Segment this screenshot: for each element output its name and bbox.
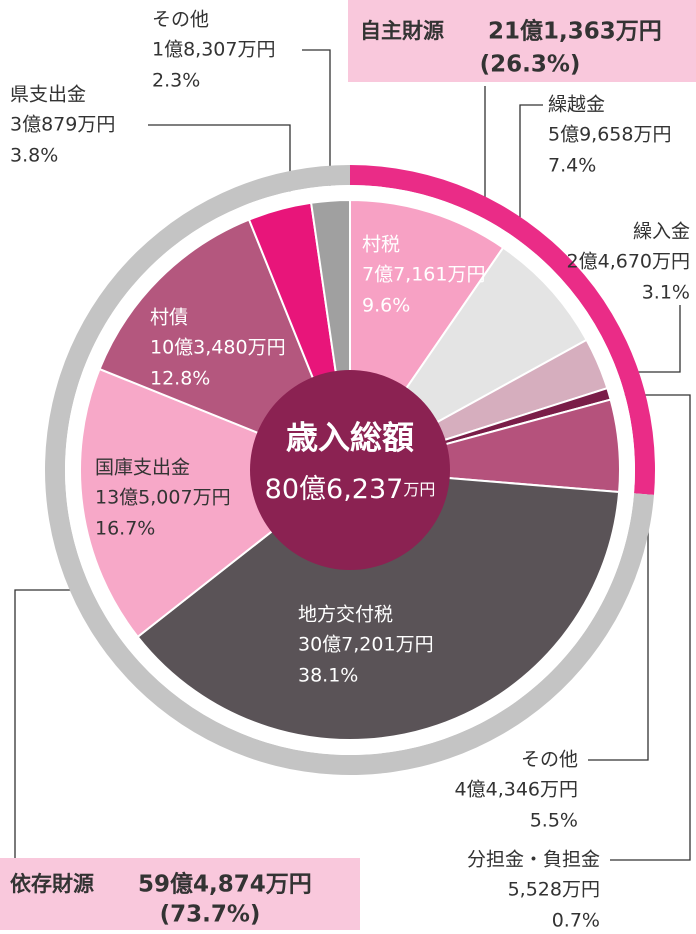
slice-amount: 5,528万円 <box>508 879 600 901</box>
slice-amount: 1億8,307万円 <box>152 39 275 61</box>
slice-percent: 2.3% <box>152 70 200 92</box>
slice-label: その他 <box>521 749 578 771</box>
total-unit: 万円 <box>403 480 435 499</box>
slice-amount: 3億879万円 <box>10 114 115 136</box>
slice-label: 国庫支出金 <box>95 457 190 479</box>
slice <box>136 468 621 741</box>
total-number: 80億6,237 <box>265 474 404 505</box>
group-name: 依存財源 <box>10 872 94 896</box>
group-name: 自主財源 <box>360 19 444 43</box>
slice-label: 村債 <box>150 307 188 329</box>
slice-percent: 3.1% <box>642 282 690 304</box>
group-amount: 59億4,874万円 <box>138 871 312 898</box>
slice-amount: 2億4,670万円 <box>567 251 690 273</box>
slice-label: 村税 <box>362 234 400 256</box>
slice-amount: 13億5,007万円 <box>95 487 231 509</box>
total-title: 歳入総額 <box>286 419 414 457</box>
slice-label: 県支出金 <box>10 84 86 106</box>
slice-amount: 4億4,346万円 <box>455 779 578 801</box>
slice-percent: 16.7% <box>95 518 155 540</box>
slice-percent: 3.8% <box>10 145 58 167</box>
slice-percent: 12.8% <box>150 368 210 390</box>
slice-amount: 30億7,201万円 <box>298 634 434 656</box>
slice-percent: 7.4% <box>548 155 596 177</box>
total-amount: 80億6,237万円 <box>265 474 436 505</box>
slice-percent: 9.6% <box>362 295 410 317</box>
slice-label: その他 <box>152 9 209 31</box>
group-percent: (26.3%) <box>480 52 581 78</box>
slice-label: 分担金・負担金 <box>467 849 600 871</box>
slice-percent: 5.5% <box>530 810 578 832</box>
slice-percent: 0.7% <box>552 910 600 931</box>
group-box <box>348 0 696 82</box>
slice-label: 繰越金 <box>548 94 605 116</box>
slice <box>79 367 352 639</box>
group-amount: 21億1,363万円 <box>488 18 662 45</box>
slice-amount: 7億7,161万円 <box>362 264 485 286</box>
slice-label: 繰入金 <box>633 221 690 243</box>
center-circle <box>250 370 450 570</box>
slice-amount: 10億3,480万円 <box>150 337 286 359</box>
slice-percent: 38.1% <box>298 665 358 687</box>
slice-amount: 5億9,658万円 <box>548 124 671 146</box>
group-box <box>0 858 360 930</box>
slice-label: 地方交付税 <box>298 604 393 626</box>
group-percent: (73.7%) <box>160 902 261 928</box>
